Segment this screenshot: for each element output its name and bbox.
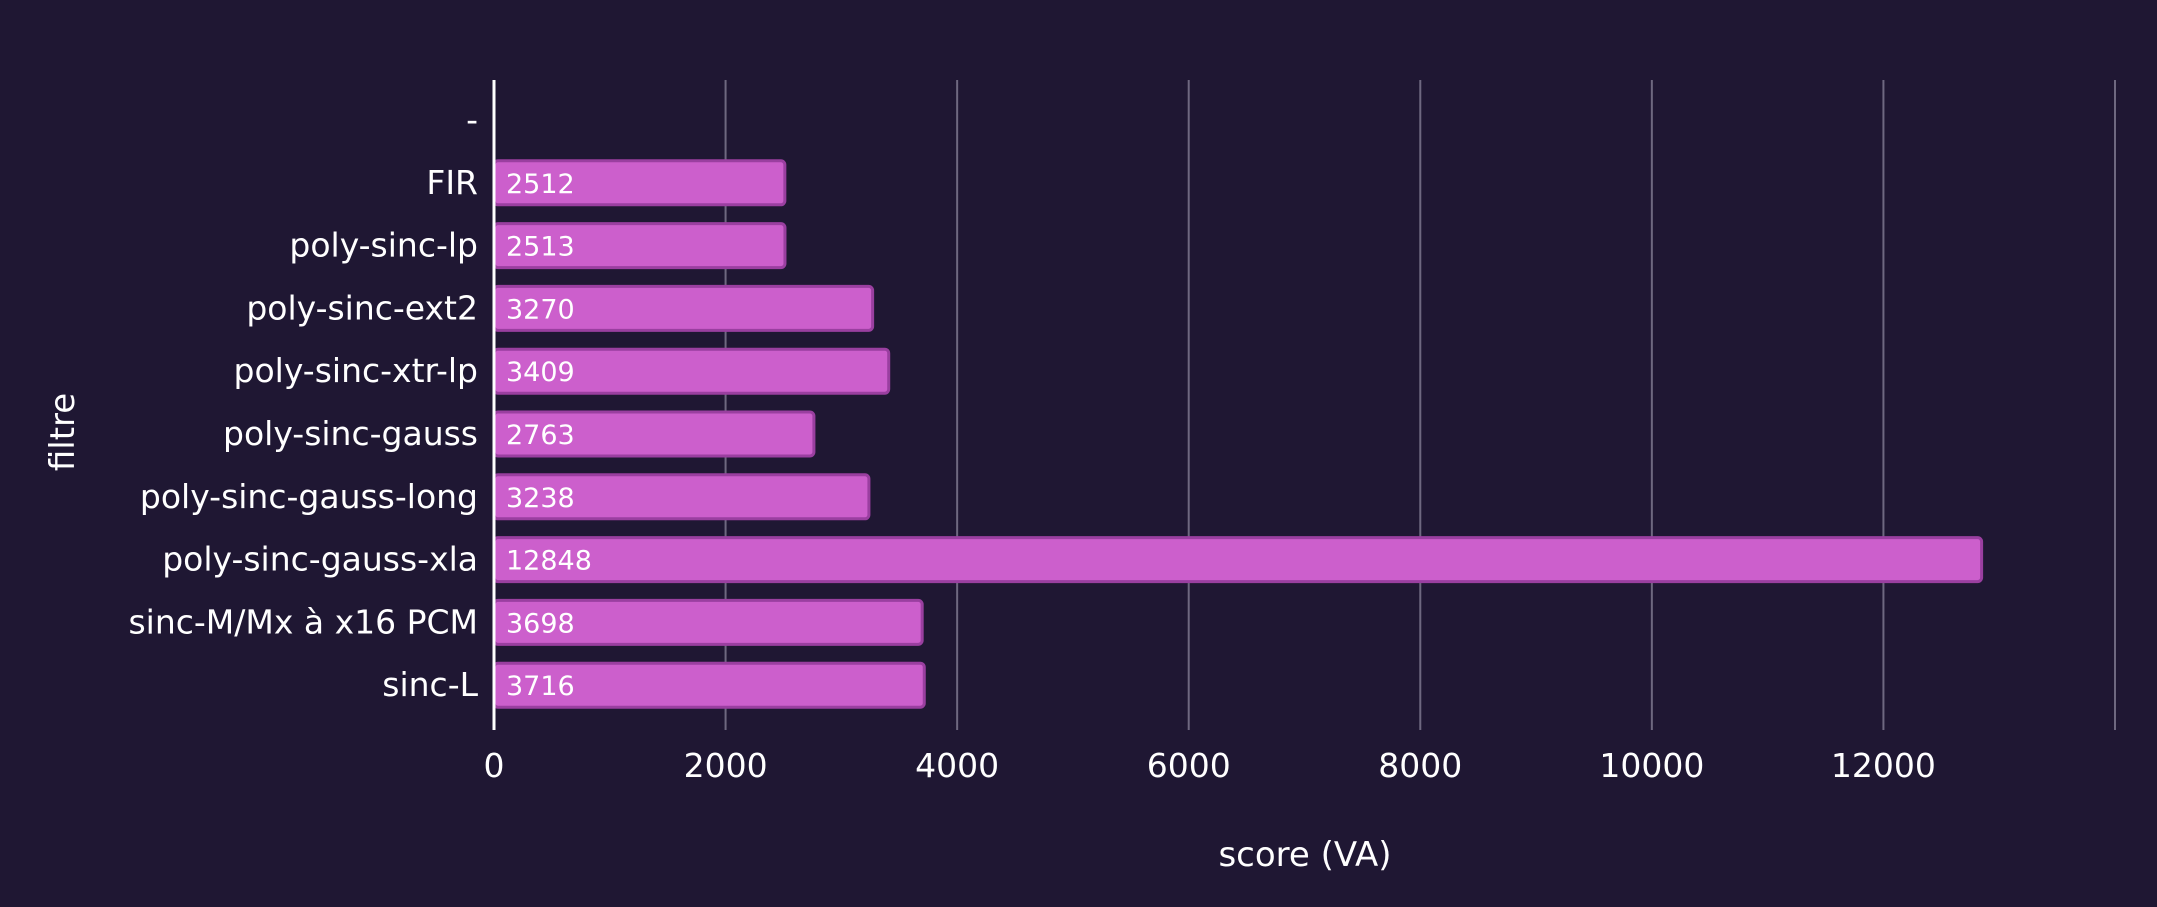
- bar-value-label: 3238: [506, 483, 575, 514]
- bar-value-label: 3409: [506, 357, 575, 388]
- x-tick-label: 2000: [684, 746, 768, 785]
- category-label: sinc-L: [382, 665, 478, 704]
- bars: [492, 159, 1984, 709]
- bar-value-label: 2512: [506, 169, 575, 200]
- x-tick-label: 4000: [915, 746, 999, 785]
- bar: [492, 536, 1984, 584]
- category-label: poly-sinc-gauss-long: [140, 477, 478, 516]
- bar-value-label: 3270: [506, 294, 575, 325]
- x-axis-title: score (VA): [1218, 835, 1391, 875]
- category-label: poly-sinc-gauss-xla: [162, 540, 478, 579]
- gridlines: [724, 80, 2116, 730]
- bar-value-label: 2763: [506, 420, 575, 451]
- category-label: -: [466, 100, 478, 139]
- category-label: poly-sinc-gauss: [223, 414, 478, 453]
- x-tick-labels: 0 2000 4000 6000 8000 10000 12000: [484, 746, 1936, 785]
- category-label: poly-sinc-lp: [289, 226, 478, 265]
- x-tick-label: 10000: [1599, 746, 1704, 785]
- category-label: sinc-M/Mx à x16 PCM: [128, 602, 478, 641]
- category-labels: - FIR poly-sinc-lp poly-sinc-ext2 poly-sinc-…: [128, 100, 478, 704]
- x-tick-label: 6000: [1147, 746, 1231, 785]
- bar-value-label: 12848: [506, 546, 592, 577]
- x-tick-label: 0: [484, 746, 505, 785]
- category-label: poly-sinc-xtr-lp: [234, 351, 478, 390]
- bar-value-label: 2513: [506, 232, 575, 263]
- y-axis-title: filtre: [43, 393, 83, 471]
- bar-value-label: 3698: [506, 608, 575, 639]
- category-label: FIR: [426, 163, 478, 202]
- category-label: poly-sinc-ext2: [246, 288, 478, 327]
- x-tick-label: 12000: [1831, 746, 1936, 785]
- bar-value-labels: 2512 2513 3270 3409 2763 3238 12848 3698 3716: [506, 169, 592, 702]
- bar-value-label: 3716: [506, 671, 575, 702]
- x-tick-label: 8000: [1378, 746, 1462, 785]
